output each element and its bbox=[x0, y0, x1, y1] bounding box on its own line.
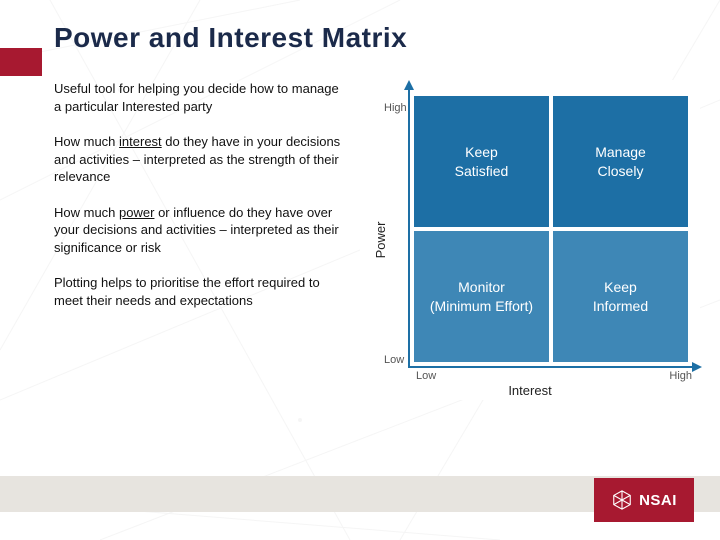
x-axis-label: Interest bbox=[508, 383, 551, 398]
x-axis-high: High bbox=[669, 370, 692, 382]
quadrant-keep-satisfied: KeepSatisfied bbox=[414, 96, 549, 227]
paragraph-power: How much power or influence do they have… bbox=[54, 204, 344, 257]
nsai-logo-text: NSAI bbox=[639, 492, 677, 509]
y-axis-label: Power bbox=[373, 222, 388, 259]
body-text-column: Useful tool for helping you decide how t… bbox=[54, 80, 344, 327]
quadrant-manage-closely: ManageClosely bbox=[553, 96, 688, 227]
power-interest-matrix: Power Interest High Low Low High KeepSat… bbox=[360, 80, 700, 400]
y-axis-high: High bbox=[384, 102, 407, 114]
nsai-logo-icon bbox=[611, 489, 633, 511]
nsai-logo: NSAI bbox=[594, 478, 694, 522]
x-axis-arrow bbox=[408, 366, 694, 368]
x-axis-low: Low bbox=[416, 370, 436, 382]
y-axis-arrow bbox=[408, 88, 410, 368]
matrix-grid: KeepSatisfied ManageClosely Monitor(Mini… bbox=[414, 96, 688, 362]
y-axis-low: Low bbox=[384, 354, 404, 366]
paragraph-plotting: Plotting helps to prioritise the effort … bbox=[54, 274, 344, 309]
p2-pre: How much bbox=[54, 134, 119, 149]
quadrant-keep-informed: KeepInformed bbox=[553, 231, 688, 362]
p3-underline: power bbox=[119, 205, 154, 220]
p3-pre: How much bbox=[54, 205, 119, 220]
page-title: Power and Interest Matrix bbox=[54, 22, 407, 54]
p2-underline: interest bbox=[119, 134, 162, 149]
paragraph-intro: Useful tool for helping you decide how t… bbox=[54, 80, 344, 115]
title-accent-bar bbox=[0, 48, 42, 76]
paragraph-interest: How much interest do they have in your d… bbox=[54, 133, 344, 186]
quadrant-monitor: Monitor(Minimum Effort) bbox=[414, 231, 549, 362]
